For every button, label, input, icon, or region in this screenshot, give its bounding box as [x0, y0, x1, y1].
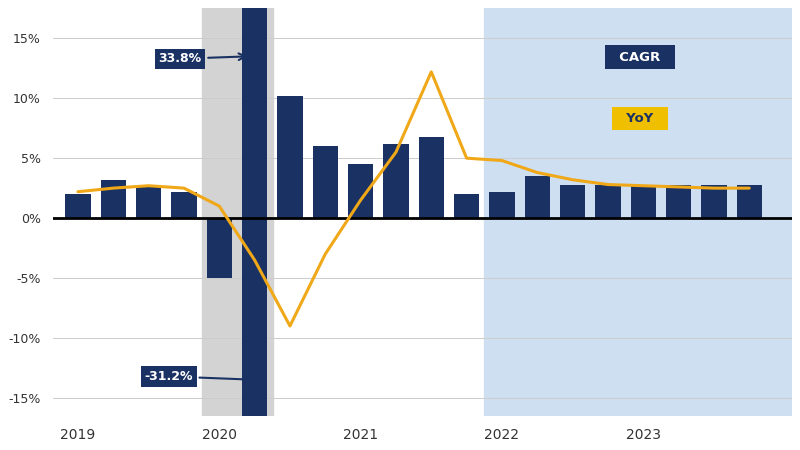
Bar: [136, 186, 162, 218]
Bar: [525, 176, 550, 218]
Bar: [242, 218, 267, 450]
Bar: [313, 146, 338, 218]
Bar: [595, 184, 621, 218]
Bar: [278, 96, 302, 218]
Text: CAGR: CAGR: [610, 51, 670, 64]
Bar: [483, 9, 798, 416]
Bar: [418, 137, 444, 218]
Bar: [171, 192, 197, 218]
Text: YoY: YoY: [618, 112, 663, 125]
Bar: [630, 184, 656, 218]
Bar: [560, 184, 586, 218]
Bar: [737, 184, 762, 218]
Bar: [702, 184, 726, 218]
Bar: [666, 184, 691, 218]
Bar: [383, 144, 409, 218]
Bar: [66, 194, 90, 218]
Bar: [206, 218, 232, 278]
Text: -31.2%: -31.2%: [144, 370, 254, 383]
Bar: [202, 9, 273, 416]
Bar: [454, 194, 479, 218]
Text: 33.8%: 33.8%: [158, 52, 246, 65]
Bar: [490, 192, 514, 218]
Bar: [242, 0, 267, 218]
Bar: [101, 180, 126, 218]
Bar: [348, 164, 374, 218]
